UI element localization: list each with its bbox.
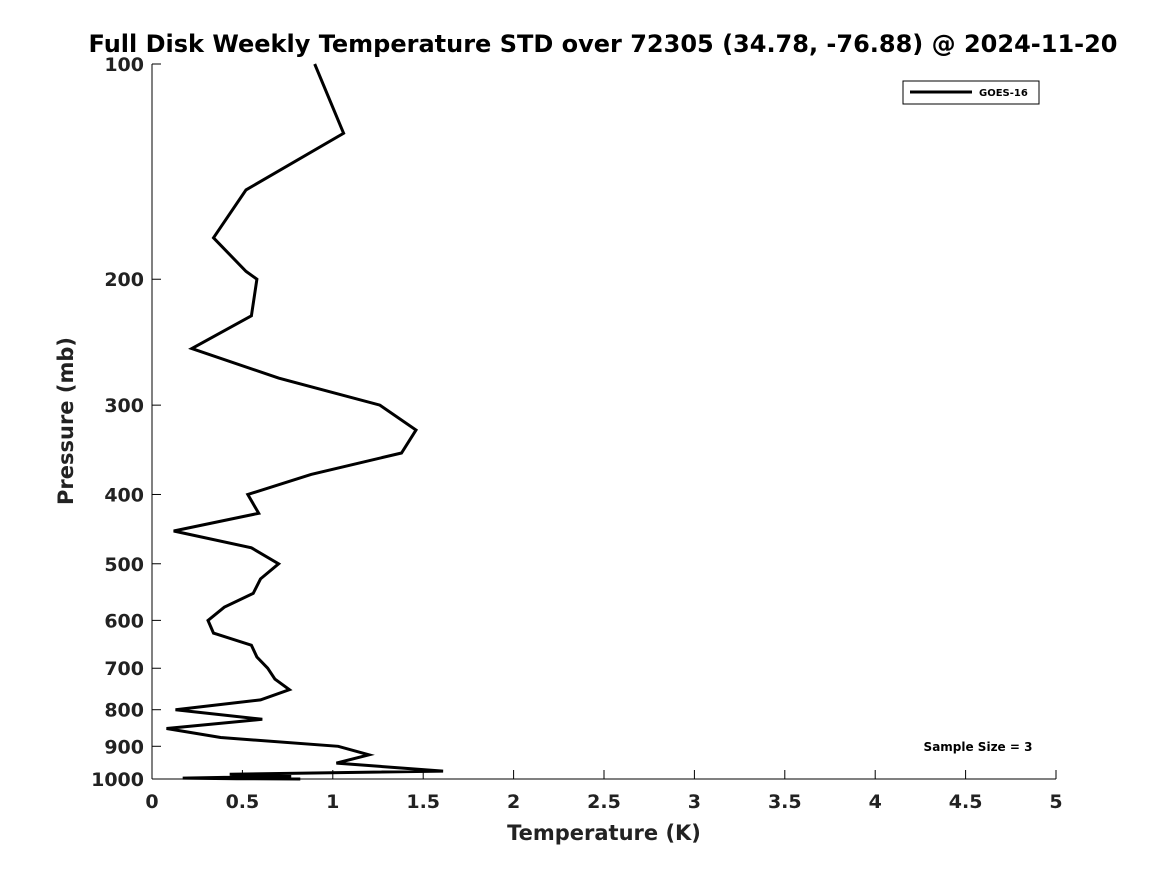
- y-tick-label: 600: [104, 610, 144, 632]
- y-tick-label: 300: [104, 395, 144, 417]
- y-tick-label: 500: [104, 554, 144, 576]
- y-tick-label: 900: [104, 736, 144, 758]
- x-tick-label: 1.5: [406, 791, 440, 813]
- x-tick-label: 3.5: [768, 791, 802, 813]
- x-tick-label: 0.5: [226, 791, 260, 813]
- y-axis-ticks: 100 200 300 400 500 600 700 800 900 1000: [91, 54, 161, 791]
- x-tick-label: 5: [1049, 791, 1062, 813]
- x-tick-label: 1: [326, 791, 339, 813]
- y-tick-label: 100: [104, 54, 144, 76]
- x-tick-label: 2: [507, 791, 520, 813]
- x-tick-label: 3: [688, 791, 701, 813]
- legend: GOES-16: [902, 80, 1040, 105]
- y-tick-label: 800: [104, 700, 144, 722]
- y-tick-label: 400: [104, 484, 144, 506]
- x-axis-ticks: 0 0.5 1 1.5 2 2.5 3 3.5 4 4.5 5: [145, 770, 1063, 813]
- y-tick-label: 200: [104, 269, 144, 291]
- plot-area: 0 0.5 1 1.5 2 2.5 3 3.5 4 4.5 5 100 200 300 400 500 600…: [91, 54, 1063, 813]
- x-tick-label: 4.5: [949, 791, 983, 813]
- x-axis-label: Temperature (K): [507, 821, 701, 845]
- x-tick-label: 0: [145, 791, 158, 813]
- series-line-goes-16: [166, 63, 444, 781]
- sample-size-annotation: Sample Size = 3: [924, 740, 1033, 754]
- y-axis-label: Pressure (mb): [54, 337, 78, 505]
- y-tick-label: 1000: [91, 769, 144, 791]
- legend-label-goes-16: GOES-16: [979, 88, 1028, 99]
- chart-title: Full Disk Weekly Temperature STD over 72…: [89, 30, 1118, 58]
- y-tick-label: 700: [104, 658, 144, 680]
- x-tick-label: 4: [869, 791, 882, 813]
- x-tick-label: 2.5: [587, 791, 621, 813]
